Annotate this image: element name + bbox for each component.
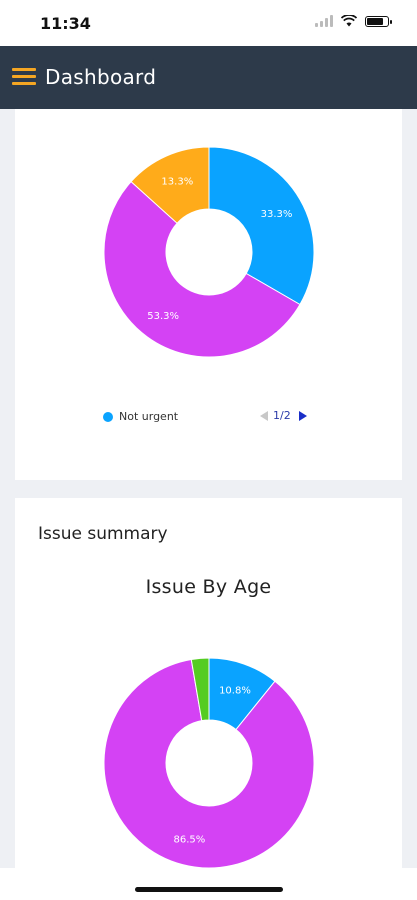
urgency-data-label-2: 13.3% (161, 177, 193, 188)
age-slice-1[interactable] (103, 658, 315, 869)
chart-legend: Not urgent (103, 410, 178, 423)
issue-summary-card: Issue summary Issue By Age 10.8% 86.5% (15, 498, 402, 878)
urgency-slice-0[interactable] (208, 146, 315, 306)
status-icons (315, 15, 392, 27)
urgency-data-label-1: 53.3% (147, 311, 179, 322)
legend-label-not-urgent[interactable]: Not urgent (119, 410, 179, 423)
urgency-donut-chart: 33.3% 53.3% 13.3% (103, 146, 315, 358)
signal-icon (315, 15, 333, 27)
app-header: Dashboard (0, 46, 417, 109)
status-bar: 11:34 (0, 0, 417, 46)
urgency-data-label-0: 33.3% (261, 209, 293, 220)
urgency-chart-card: 33.3% 53.3% 13.3% Not urgent 1/2 (15, 109, 402, 480)
legend-page-indicator: 1/2 (273, 409, 291, 422)
legend-next-icon[interactable] (298, 410, 307, 421)
chart-title: Issue By Age (145, 576, 272, 598)
urgency-slice-1[interactable] (103, 180, 301, 358)
legend-pager: 1/2 (260, 409, 307, 422)
page-title: Dashboard (45, 65, 157, 89)
battery-icon (365, 15, 392, 27)
home-bar (0, 868, 417, 900)
wifi-icon (341, 15, 357, 27)
legend-swatch-not-urgent (103, 411, 113, 422)
section-title: Issue summary (38, 524, 168, 544)
issue-by-age-donut-chart: 10.8% 86.5% (103, 657, 315, 869)
legend-prev-icon[interactable] (260, 410, 268, 421)
status-time: 11:34 (40, 14, 91, 33)
home-indicator[interactable] (135, 887, 283, 892)
urgency-slice-2[interactable] (130, 146, 210, 224)
age-slice-2[interactable] (190, 657, 210, 722)
hamburger-menu-icon[interactable] (12, 68, 36, 86)
age-data-label-0: 10.8% (219, 685, 251, 696)
age-data-label-1: 86.5% (173, 834, 205, 845)
